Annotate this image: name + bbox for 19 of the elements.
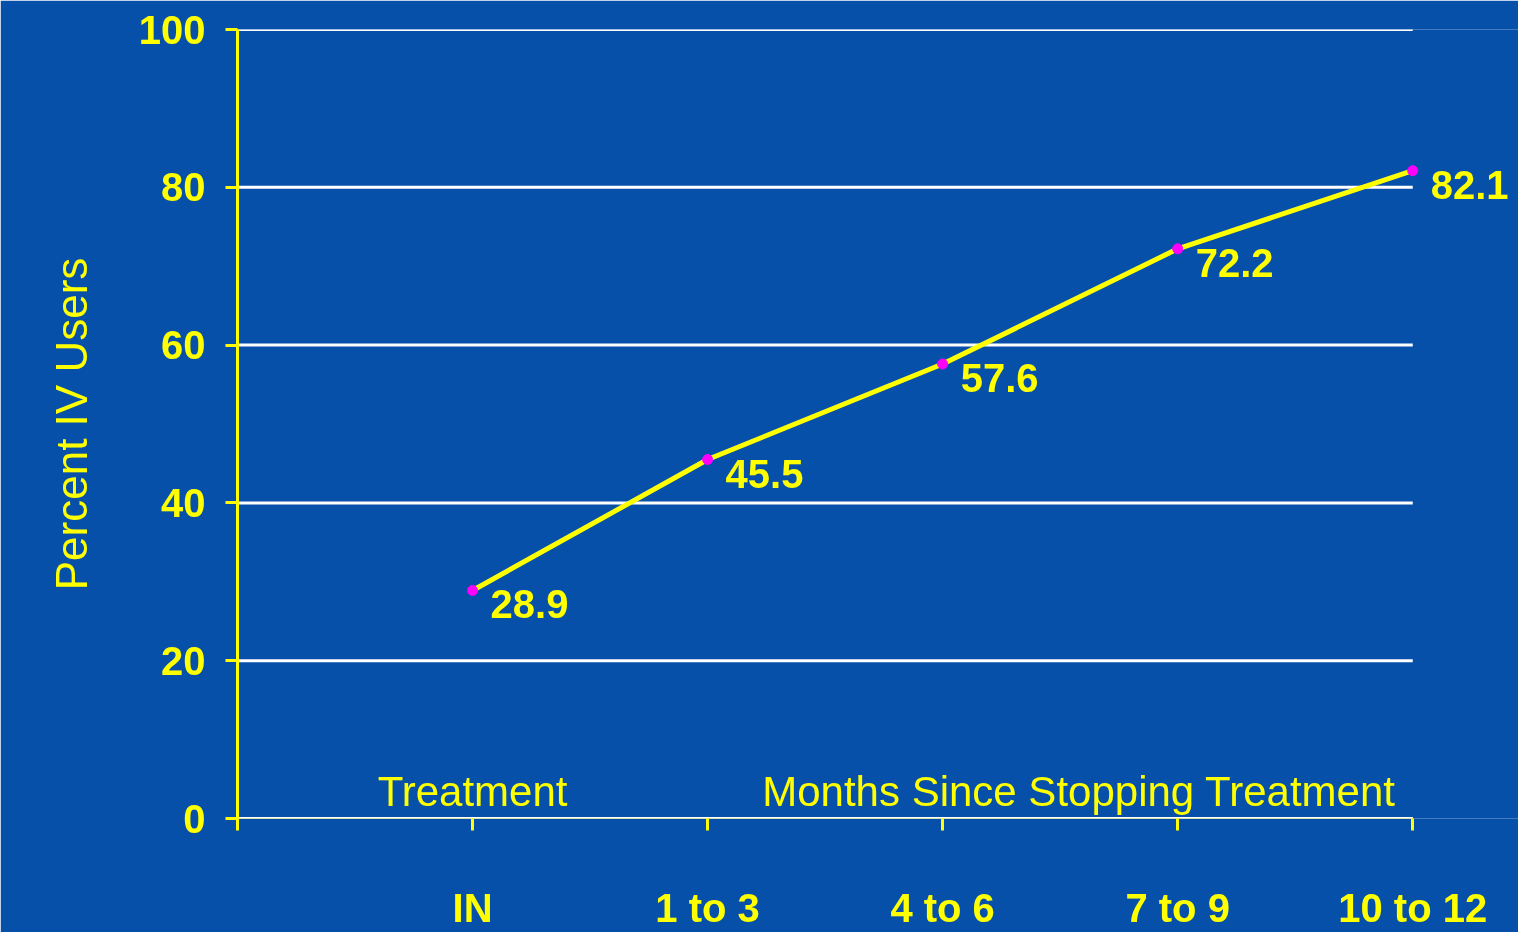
y-tick-label: 40 [161, 480, 206, 525]
y-tick-label: 80 [161, 165, 206, 210]
y-tick-label: 0 [183, 796, 206, 841]
y-axis-title: Percent IV Users [46, 257, 96, 591]
x-tick-label: 10 to 12 [1338, 885, 1488, 930]
y-tick-label: 100 [138, 7, 206, 52]
x-tick-label: IN [452, 885, 493, 930]
data-label: 28.9 [490, 582, 569, 627]
annotation: Months Since Stopping Treatment [762, 767, 1396, 815]
y-tick-label: 60 [161, 323, 206, 368]
x-tick-label: 4 to 6 [890, 885, 995, 930]
data-label: 82.1 [1430, 162, 1509, 207]
x-tick-label: 1 to 3 [655, 885, 760, 930]
data-label: 72.2 [1195, 240, 1274, 285]
data-label: 45.5 [725, 451, 804, 496]
annotation: Treatment [377, 767, 568, 815]
data-label: 57.6 [960, 356, 1039, 401]
x-tick-label: 7 to 9 [1125, 885, 1230, 930]
y-tick-label: 20 [161, 638, 206, 683]
